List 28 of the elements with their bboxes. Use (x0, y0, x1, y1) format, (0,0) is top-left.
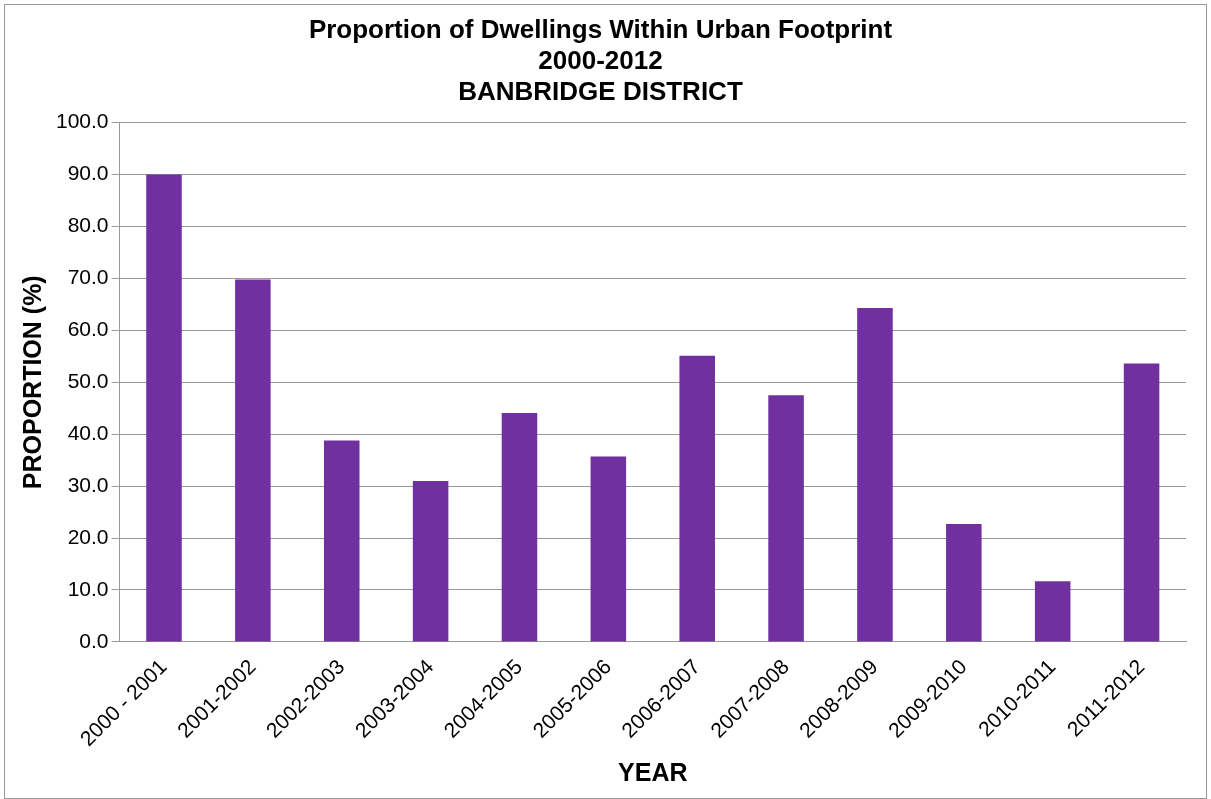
y-tick-label: 30.0 (67, 472, 109, 496)
y-tick-label: 10.0 (67, 576, 109, 600)
bar (1034, 581, 1071, 642)
y-tick-label: 100.0 (55, 109, 109, 133)
bar (1123, 363, 1160, 642)
bar (857, 308, 893, 642)
y-tick-label: 70.0 (67, 265, 109, 289)
bar (946, 524, 982, 642)
x-axis-title: YEAR (618, 757, 688, 786)
y-tick-label: 60.0 (67, 317, 109, 341)
bar (501, 412, 538, 642)
bar (146, 174, 182, 642)
y-axis-title: PROPORTION (%) (17, 275, 46, 490)
y-tick-label: 20.0 (67, 524, 109, 548)
bar (235, 279, 271, 642)
bar (323, 440, 360, 642)
text: BANBRIDGE DISTRICT (458, 76, 743, 107)
bar (590, 456, 627, 642)
text: Proportion of Dwellings Within Urban Footprint (308, 13, 893, 44)
y-tick-label: 90.0 (67, 161, 109, 185)
y-tick-label: 80.0 (67, 213, 109, 237)
bar (768, 395, 804, 642)
bar (412, 480, 449, 642)
y-tick-label: 50.0 (67, 369, 109, 393)
y-tick-label: 0.0 (79, 628, 109, 652)
text: 2000-2012 (538, 44, 663, 75)
y-tick-label: 40.0 (67, 420, 109, 444)
bar (679, 355, 715, 642)
